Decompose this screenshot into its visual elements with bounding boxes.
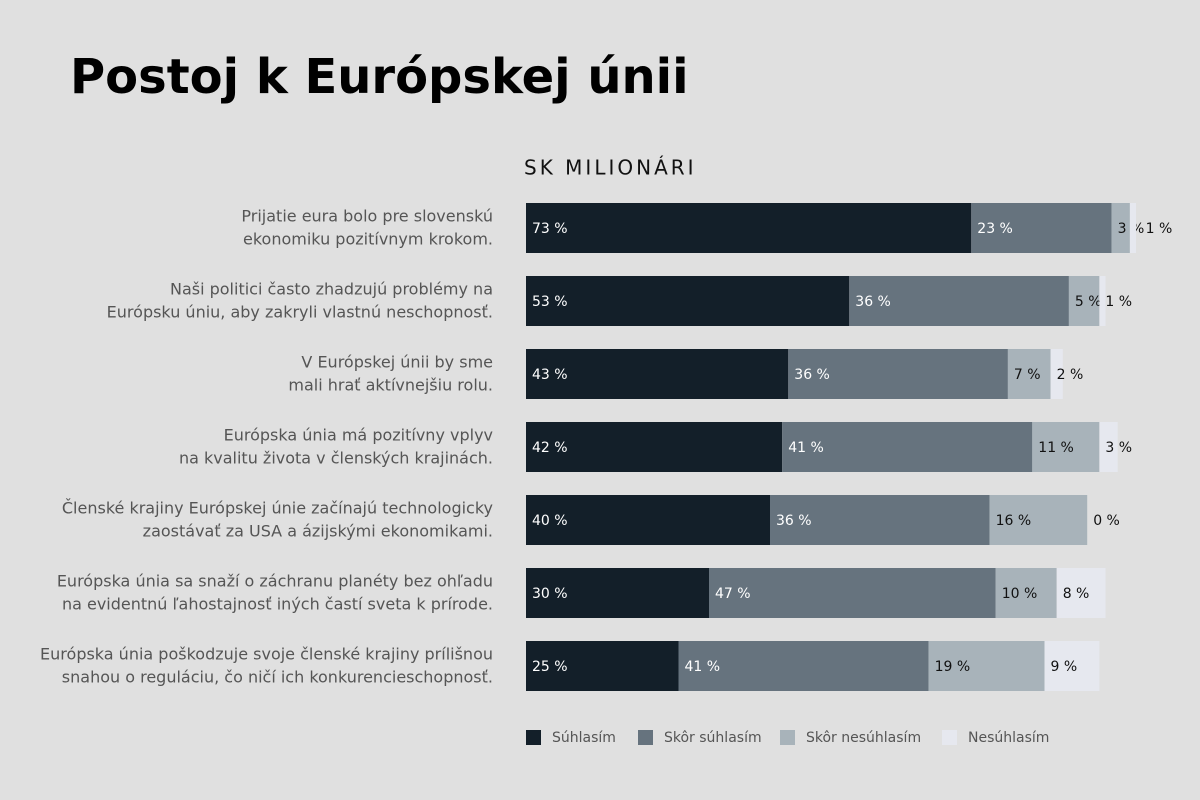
value-label: 19 % [935, 659, 971, 675]
bar-segment [526, 568, 709, 618]
value-label: 7 % [1014, 367, 1041, 383]
bar-segment [526, 203, 972, 253]
value-label: 53 % [532, 294, 568, 310]
value-label: 8 % [1063, 586, 1090, 602]
value-label: 2 % [1057, 367, 1084, 383]
bar-segment [1068, 276, 1100, 326]
value-label: 10 % [1002, 586, 1038, 602]
bar-segment [788, 349, 1008, 399]
value-label: 36 % [794, 367, 830, 383]
bar-segment [1099, 276, 1106, 326]
value-label: 0 % [1093, 513, 1120, 529]
bar-segment [709, 568, 996, 618]
bar-segment [1050, 349, 1063, 399]
bar-segment [526, 349, 789, 399]
category-label: Európska únia sa snaží o záchranu planét… [57, 572, 493, 591]
bar-segment [1056, 568, 1106, 618]
bar-segment [1111, 203, 1130, 253]
bar-segment [526, 422, 783, 472]
category-label: mali hrať aktívnejšiu rolu. [288, 376, 493, 395]
value-label: 73 % [532, 221, 568, 237]
value-label: 42 % [532, 440, 568, 456]
bar-segment [849, 276, 1069, 326]
bar-segment [770, 495, 990, 545]
value-label: 30 % [532, 586, 568, 602]
bar-segment [971, 203, 1112, 253]
value-label: 41 % [685, 659, 721, 675]
bar-segment [1032, 422, 1100, 472]
bar-segment [526, 495, 770, 545]
bar-segment [1007, 349, 1051, 399]
bar-segment [1044, 641, 1100, 691]
value-label: 25 % [532, 659, 568, 675]
value-label: 40 % [532, 513, 568, 529]
category-label: na evidentnú ľahostajnosť iných častí sv… [62, 595, 493, 614]
value-label: 36 % [855, 294, 891, 310]
value-label: 43 % [532, 367, 568, 383]
legend-swatch [780, 730, 795, 745]
bar-segment [1129, 203, 1136, 253]
category-label: Európska únia poškodzuje svoje členské k… [40, 645, 493, 664]
value-label: 5 % [1075, 294, 1102, 310]
bar-segment [995, 568, 1057, 618]
category-label: Európsku úniu, aby zakryli vlastnú nesch… [107, 303, 493, 322]
value-label: 41 % [788, 440, 824, 456]
bar-segment [678, 641, 929, 691]
value-label: 47 % [715, 586, 751, 602]
value-label: 36 % [776, 513, 812, 529]
bar-segment [928, 641, 1045, 691]
category-label: na kvalitu života v členských krajinách. [179, 449, 493, 468]
value-label: 23 % [977, 221, 1013, 237]
legend-label: Skôr súhlasím [664, 730, 762, 746]
value-label: 16 % [996, 513, 1032, 529]
legend-swatch [638, 730, 653, 745]
category-label: Členské krajiny Európskej únie začínajú … [62, 499, 493, 518]
value-label: 1 % [1105, 294, 1132, 310]
category-label: zaostávať za USA a ázijskými ekonomikami… [143, 522, 493, 541]
legend-swatch [942, 730, 957, 745]
category-label: ekonomiku pozitívnym krokom. [243, 230, 493, 249]
bar-segment [526, 641, 679, 691]
value-label: 11 % [1038, 440, 1074, 456]
bar-segment [782, 422, 1033, 472]
chart-subtitle: SK MILIONÁRI [524, 156, 697, 180]
bar-segment [989, 495, 1088, 545]
chart-title: Postoj k Európskej únii [70, 49, 689, 105]
category-label: Prijatie eura bolo pre slovenskú [241, 207, 493, 226]
bar-segment [526, 276, 850, 326]
category-label: Naši politici často zhadzujú problémy na [170, 280, 493, 299]
value-label: 3 % [1105, 440, 1132, 456]
category-label: V Európskej únii by sme [301, 353, 493, 372]
category-label: Európska únia má pozitívny vplyv [224, 426, 493, 445]
legend-label: Súhlasím [552, 730, 616, 746]
value-label: 1 % [1146, 221, 1173, 237]
legend-swatch [526, 730, 541, 745]
legend-label: Skôr nesúhlasím [806, 730, 921, 746]
legend-label: Nesúhlasím [968, 730, 1049, 746]
bar-segment [1099, 422, 1118, 472]
value-label: 9 % [1051, 659, 1078, 675]
category-label: snahou o reguláciu, čo ničí ich konkuren… [62, 668, 493, 687]
